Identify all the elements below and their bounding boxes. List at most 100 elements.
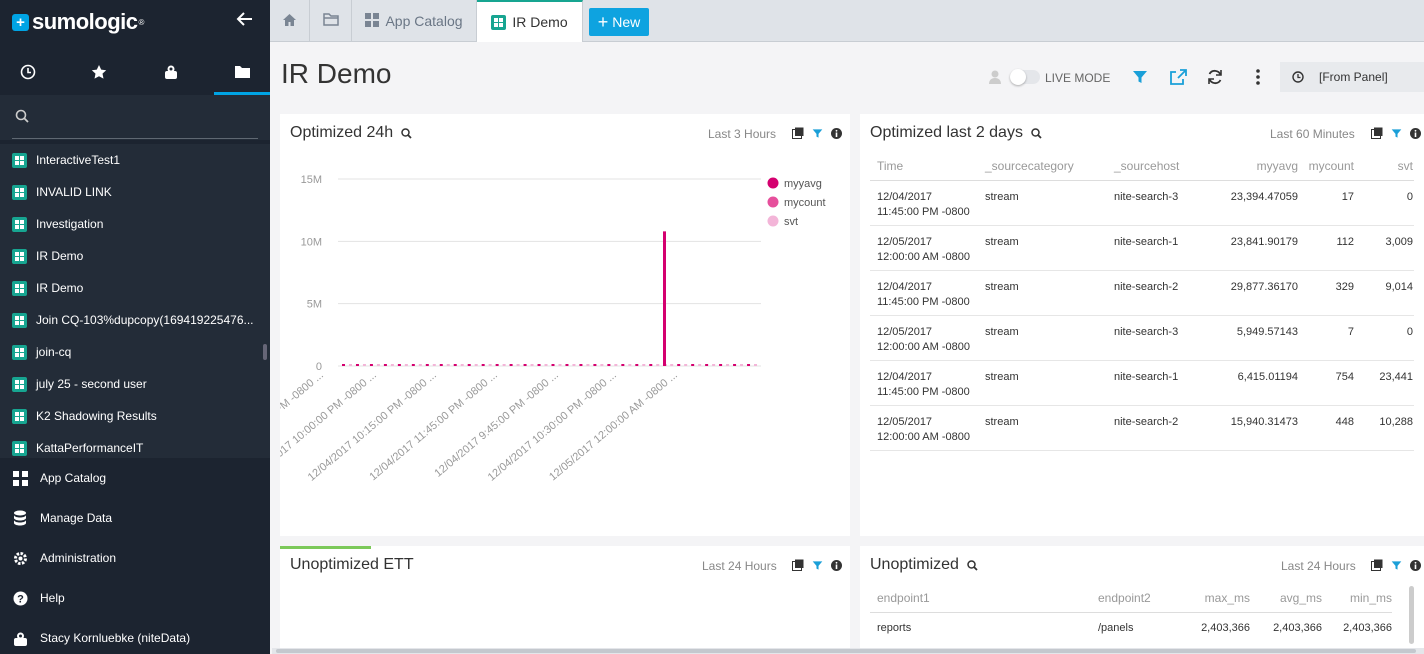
col-time[interactable]: Time <box>870 152 985 181</box>
table-row[interactable]: 12/05/2017 12:00:00 AM -0800 stream nite-se… <box>870 315 1414 361</box>
popout-icon[interactable] <box>1371 558 1383 576</box>
list-item[interactable]: Join CQ-103%dupcopy(169419225476... <box>0 304 270 336</box>
zoom-search-icon[interactable] <box>1031 127 1042 139</box>
popout-icon[interactable] <box>1371 126 1383 144</box>
table-row[interactable]: 12/04/2017 11:45:00 PM -0800 stream nite-se… <box>870 180 1414 226</box>
sidebar-search[interactable] <box>0 95 270 140</box>
list-item[interactable]: KattaPerformanceIT <box>0 432 270 458</box>
cell-date: 12/05/2017 <box>877 415 933 428</box>
panel-scrollbar[interactable] <box>1409 586 1414 644</box>
sumologic-logo[interactable]: + sumologic ® <box>12 9 144 35</box>
zoom-search-icon[interactable] <box>401 127 412 139</box>
tab-ir-demo[interactable]: IR Demo <box>477 0 583 42</box>
filter-icon[interactable] <box>1391 126 1402 144</box>
sidebar-scrollbar[interactable] <box>263 344 267 360</box>
table-row[interactable]: 12/05/2017 12:00:00 AM -0800 stream nite-se… <box>870 405 1414 451</box>
user-icon <box>984 66 1006 88</box>
info-icon[interactable] <box>831 558 842 576</box>
col-sourcehost[interactable]: _sourcehost <box>1114 152 1218 181</box>
chart-bar <box>342 364 345 366</box>
favorites-star-icon[interactable] <box>71 50 127 94</box>
chart-bar <box>369 364 373 366</box>
page-title: IR Demo <box>281 58 392 89</box>
chart-bar <box>432 364 436 366</box>
chart-bar <box>481 364 485 366</box>
cell-mycount: 329 <box>1298 270 1354 316</box>
gear-icon <box>12 550 28 566</box>
nav-help[interactable]: ? Help <box>0 578 270 618</box>
list-item[interactable]: join-cq <box>0 336 270 368</box>
col-sourcecategory[interactable]: _sourcecategory <box>985 152 1114 181</box>
list-item[interactable]: IR Demo <box>0 240 270 272</box>
filter-icon[interactable] <box>1129 66 1151 88</box>
dashboard-icon <box>12 376 27 392</box>
scrollbar-thumb[interactable] <box>276 649 1416 653</box>
home-icon <box>282 13 297 30</box>
col-avg-ms[interactable]: avg_ms <box>1250 584 1322 613</box>
cell-myyavg: 29,877.36170 <box>1218 270 1298 316</box>
horizontal-scrollbar[interactable] <box>272 648 1424 654</box>
dashboard-icon <box>12 312 27 328</box>
table-row[interactable]: 12/04/2017 11:45:00 PM -0800 stream nite-se… <box>870 360 1414 406</box>
recent-clock-icon[interactable] <box>0 50 56 94</box>
panel-optimized-24h: Optimized 24h Last 3 Hours 15M10M5M0...5… <box>280 114 850 536</box>
col-endpoint2[interactable]: endpoint2 <box>1098 584 1178 613</box>
table-row[interactable]: 12/05/2017 12:00:00 AM -0800 stream nite-se… <box>870 225 1414 271</box>
col-myyavg[interactable]: myyavg <box>1218 152 1298 181</box>
list-item[interactable]: InteractiveTest1 <box>0 144 270 176</box>
table-header-row: endpoint1 endpoint2 max_ms avg_ms min_ms <box>870 584 1392 613</box>
col-min-ms[interactable]: min_ms <box>1322 584 1392 613</box>
col-endpoint1[interactable]: endpoint1 <box>870 584 1098 613</box>
share-icon[interactable] <box>1167 66 1189 88</box>
logo-trademark: ® <box>138 17 145 27</box>
sidebar-nav: App Catalog Manage Data Administration ?… <box>0 458 270 654</box>
list-item-label: IR Demo <box>36 249 84 263</box>
info-icon[interactable] <box>831 126 842 144</box>
tab-library[interactable] <box>310 0 352 42</box>
cell-sourcecategory: stream <box>985 180 1114 226</box>
panel-tools <box>1371 558 1421 576</box>
library-basket-icon[interactable] <box>143 50 199 94</box>
filter-icon[interactable] <box>1391 558 1402 576</box>
nav-manage-data[interactable]: Manage Data <box>0 498 270 538</box>
list-item[interactable]: Investigation <box>0 208 270 240</box>
live-mode-toggle[interactable] <box>1010 69 1040 85</box>
list-item[interactable]: july 25 - second user <box>0 368 270 400</box>
folder-icon[interactable] <box>214 50 270 95</box>
chart-bar <box>390 364 394 366</box>
new-button[interactable]: + New <box>589 8 649 36</box>
col-max-ms[interactable]: max_ms <box>1178 584 1250 613</box>
nav-administration[interactable]: Administration <box>0 538 270 578</box>
unoptimized-table: endpoint1 endpoint2 max_ms avg_ms min_ms… <box>870 584 1392 654</box>
chart-bar <box>516 364 520 366</box>
list-item[interactable]: IR Demo <box>0 272 270 304</box>
zoom-search-icon[interactable] <box>967 559 978 571</box>
col-svt[interactable]: svt <box>1354 152 1414 181</box>
tab-home[interactable] <box>270 0 310 42</box>
panel-time-range: Last 60 Minutes <box>1270 127 1355 141</box>
nav-user[interactable]: Stacy Kornluebke (niteData) <box>0 618 270 654</box>
chart-bar <box>446 364 450 366</box>
col-mycount[interactable]: mycount <box>1298 152 1354 181</box>
panel-title: Unoptimized <box>870 556 978 574</box>
more-options-icon[interactable] <box>1247 66 1269 88</box>
info-icon[interactable] <box>1410 558 1421 576</box>
popout-icon[interactable] <box>792 126 804 144</box>
cell-sourcehost: nite-search-1 <box>1114 360 1218 406</box>
popout-icon[interactable] <box>792 558 804 576</box>
info-icon[interactable] <box>1410 126 1421 144</box>
tab-app-catalog[interactable]: App Catalog <box>352 0 477 42</box>
app-catalog-icon <box>12 470 28 486</box>
cell-time: 12/05/2017 12:00:00 AM -0800 <box>870 405 985 451</box>
refresh-icon[interactable] <box>1204 66 1226 88</box>
chart-bar <box>593 364 597 366</box>
list-item[interactable]: K2 Shadowing Results <box>0 400 270 432</box>
nav-app-catalog[interactable]: App Catalog <box>0 458 270 498</box>
list-item[interactable]: INVALID LINK <box>0 176 270 208</box>
filter-icon[interactable] <box>812 558 823 576</box>
filter-icon[interactable] <box>812 126 823 144</box>
table-row[interactable]: reports /panels 2,403,366 2,403,366 2,40… <box>870 612 1392 654</box>
time-range-select[interactable]: [From Panel] <box>1280 62 1424 92</box>
collapse-sidebar-arrow-icon[interactable] <box>236 10 256 32</box>
table-row[interactable]: 12/04/2017 11:45:00 PM -0800 stream nite-se… <box>870 270 1414 316</box>
